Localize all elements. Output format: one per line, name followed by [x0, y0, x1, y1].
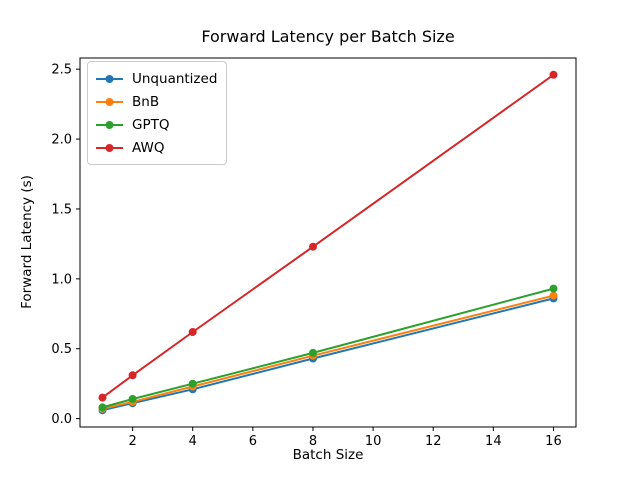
- legend-marker-bnb-icon: [96, 97, 123, 106]
- legend-dot: [105, 74, 114, 83]
- data-point-gptq: [128, 395, 137, 403]
- legend-item-gptq: GPTQ: [96, 113, 217, 136]
- x-tick-label: 2: [128, 434, 136, 449]
- x-tick-label: 4: [189, 434, 197, 449]
- data-point-awq: [549, 70, 558, 79]
- x-axis-label: Batch Size: [292, 447, 364, 463]
- data-point-bnb: [549, 291, 558, 300]
- x-tick-label: 12: [425, 434, 442, 449]
- series-line-unquantized: [102, 297, 554, 412]
- data-point-gptq: [549, 284, 558, 293]
- legend-label: BnB: [132, 93, 160, 110]
- axes-spines: [79, 57, 577, 428]
- series-line-bnb: [102, 294, 554, 410]
- data-point-awq: [98, 393, 107, 402]
- legend-label: Unquantized: [132, 70, 218, 87]
- y-tick-label: 2.0: [51, 133, 72, 148]
- x-tick-label: 6: [249, 434, 257, 449]
- legend-marker-awq-icon: [96, 143, 123, 152]
- y-axis-label: Forward Latency (s): [19, 175, 35, 309]
- legend-item-unquantized: Unquantized: [96, 67, 217, 90]
- x-tick-label: 8: [309, 434, 317, 449]
- legend-dot: [105, 97, 114, 106]
- data-point-gptq: [98, 403, 107, 412]
- y-tick-label: 0.5: [51, 342, 72, 357]
- legend-marker-unquantized-icon: [96, 74, 123, 83]
- data-point-gptq: [309, 348, 317, 357]
- legend-label: GPTQ: [132, 116, 170, 133]
- y-tick-label: 1.0: [51, 272, 72, 287]
- legend-marker-gptq-icon: [96, 120, 123, 129]
- x-tick-label: 16: [545, 434, 562, 449]
- legend-label: AWQ: [132, 139, 165, 156]
- legend-item-bnb: BnB: [96, 90, 217, 113]
- data-point-gptq: [188, 379, 197, 388]
- y-tick-label: 0.0: [51, 412, 72, 427]
- chart-title: Forward Latency per Batch Size: [201, 27, 455, 46]
- data-point-awq: [188, 328, 197, 336]
- y-tick-label: 1.5: [51, 202, 72, 217]
- x-tick-label: 14: [485, 434, 502, 449]
- y-tick-label: 2.5: [51, 63, 72, 78]
- legend-dot: [105, 143, 114, 152]
- legend-dot: [105, 120, 114, 129]
- legend: Unquantized BnB GPTQ AWQ: [87, 61, 228, 165]
- data-point-awq: [128, 371, 137, 380]
- x-tick-label: 10: [365, 434, 382, 449]
- data-point-awq: [309, 242, 317, 251]
- legend-item-awq: AWQ: [96, 136, 217, 159]
